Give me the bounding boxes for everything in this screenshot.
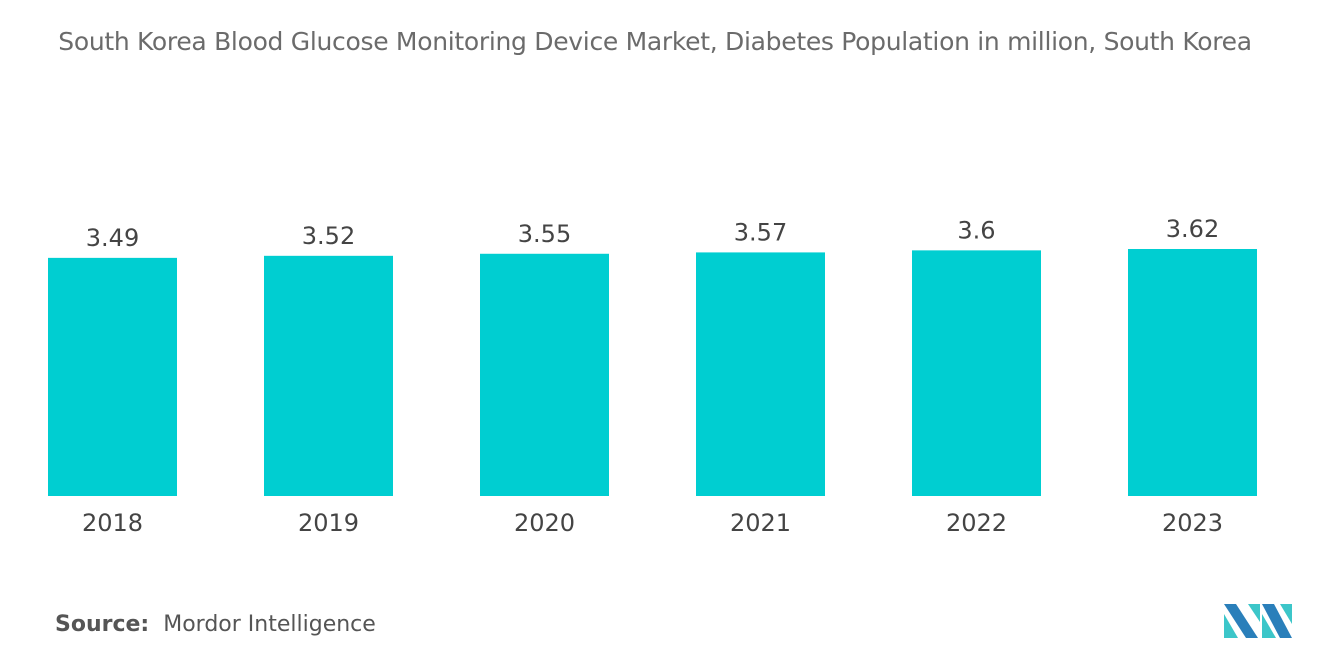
value-label: 3.55	[518, 220, 571, 248]
bar-2018	[48, 257, 177, 496]
bar-2019	[264, 255, 393, 496]
mordor-intelligence-logo	[1224, 604, 1292, 638]
x-tick-label: 2018	[82, 509, 143, 537]
bar-2020	[480, 253, 609, 496]
x-tick-label: 2019	[298, 509, 359, 537]
x-tick-label: 2023	[1162, 509, 1223, 537]
bar-2022	[912, 250, 1041, 496]
x-tick-label: 2021	[730, 509, 791, 537]
bar-2023	[1128, 249, 1257, 496]
x-tick-label: 2022	[946, 509, 1007, 537]
source-label: Source:	[55, 612, 150, 637]
value-label: 3.57	[734, 218, 787, 246]
x-tick-label: 2020	[514, 509, 575, 537]
value-label: 3.62	[1166, 215, 1219, 243]
value-label: 3.52	[302, 222, 355, 250]
bar-2021	[696, 252, 825, 496]
source-value: Mordor Intelligence	[163, 612, 376, 637]
value-label: 3.6	[957, 216, 995, 244]
source-note: Source: Mordor Intelligence	[55, 612, 376, 637]
chart-title: South Korea Blood Glucose Monitoring Dev…	[58, 27, 1252, 56]
value-label: 3.49	[86, 224, 139, 252]
